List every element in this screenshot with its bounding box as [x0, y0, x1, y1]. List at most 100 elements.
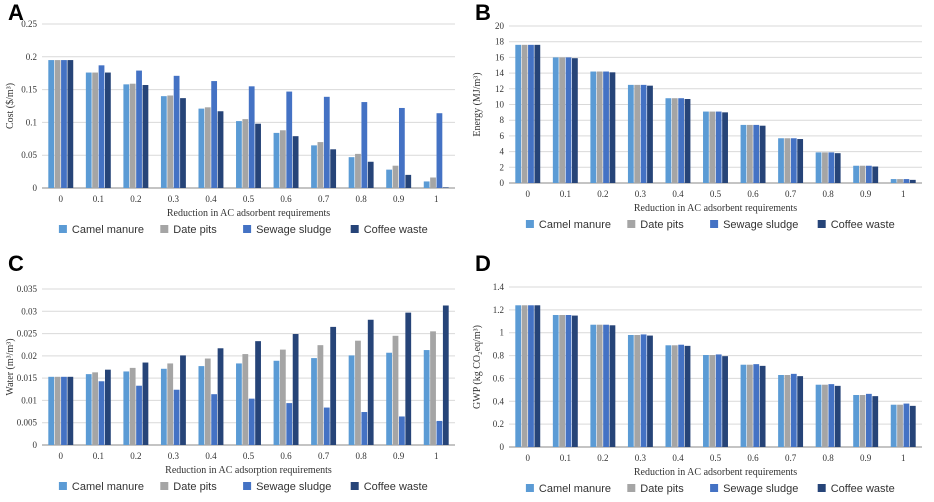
bar-coffee-waste	[834, 153, 841, 183]
bar-coffee-waste	[647, 85, 653, 183]
bar-date-pits	[634, 335, 641, 447]
bar-sewage-sludge	[753, 364, 760, 447]
bar-camel-manure	[273, 132, 280, 188]
bar-camel-manure	[85, 374, 92, 445]
bar-date-pits	[596, 71, 603, 183]
bar-camel-manure	[348, 355, 355, 445]
bar-camel-manure	[198, 108, 205, 188]
x-tick-label: 1	[434, 451, 439, 461]
bar-coffee-waste	[142, 362, 149, 445]
bar-camel-manure	[815, 384, 822, 447]
panel-label: D	[475, 251, 491, 276]
bar-sewage-sludge	[173, 75, 180, 188]
y-tick-label: 0	[33, 440, 38, 450]
water-chart: 0 0.005 0.01 0.015 0.02 0.025 0.03 0.035 Water (…	[5, 284, 455, 493]
bar-camel-manure	[778, 375, 784, 447]
y-axis-label: Water (m³/m³)	[5, 338, 16, 395]
x-tick-label: 0.3	[635, 189, 647, 199]
bar-sewage-sludge	[61, 376, 67, 445]
legend-label: Sewage sludge	[723, 219, 798, 231]
gwp-chart: 0 0.2 0.4 0.6 0.8 1 1.2 1.4 GWP (kg CO₂eq/m³) 0 0.…	[472, 282, 922, 495]
bar-date-pits	[317, 345, 324, 445]
bar-coffee-waste	[180, 98, 186, 188]
bar-camel-manure	[273, 360, 280, 445]
bar-date-pits	[671, 98, 678, 183]
x-tick-label: 0.5	[243, 194, 255, 204]
bar-sewage-sludge	[603, 71, 609, 183]
bar-camel-manure	[386, 352, 392, 445]
bar-coffee-waste	[330, 326, 337, 445]
bar-sewage-sludge	[136, 385, 142, 445]
y-tick-label: 4	[500, 147, 505, 157]
bar-sewage-sludge	[603, 324, 609, 447]
x-tick-label: 0.9	[860, 453, 872, 463]
x-tick-label: 0.4	[205, 194, 217, 204]
x-tick-label: 0	[526, 453, 531, 463]
bar-coffee-waste	[909, 405, 916, 447]
x-tick-label: 0.5	[243, 451, 255, 461]
bar-sewage-sludge	[398, 416, 405, 445]
x-tick-label: 1	[901, 453, 906, 463]
bar-date-pits	[521, 44, 528, 184]
y-tick-label: 0.2	[493, 419, 504, 429]
bar-sewage-sludge	[715, 111, 722, 183]
y-tick-label: 0.2	[26, 52, 37, 62]
bar-coffee-waste	[105, 72, 111, 188]
bar-sewage-sludge	[640, 334, 647, 447]
bar-date-pits	[746, 364, 753, 447]
bar-sewage-sludge	[248, 398, 255, 445]
x-tick-label: 0	[59, 451, 64, 461]
bar-coffee-waste	[105, 369, 111, 445]
x-tick-label: 0.6	[747, 453, 759, 463]
energy-chart: 0 2 4 6 8 10 12 14 16 18 20 Energy (MJ/m³) 0 0.1 0.2 0.…	[472, 21, 922, 231]
legend-swatch	[160, 482, 169, 490]
y-tick-label: 1.2	[493, 305, 504, 315]
bar-sewage-sludge	[98, 381, 105, 445]
bar-sewage-sludge	[248, 86, 255, 188]
bar-sewage-sludge	[903, 179, 910, 183]
legend-swatch	[160, 225, 169, 233]
bar-date-pits	[242, 354, 249, 445]
bar-camel-manure	[423, 350, 430, 445]
y-tick-label: 0.6	[493, 373, 505, 383]
legend-label: Camel manure	[72, 224, 144, 236]
bar-camel-manure	[890, 404, 897, 447]
bar-coffee-waste	[872, 396, 879, 447]
bar-coffee-waste	[367, 161, 374, 188]
bar-coffee-waste	[67, 376, 74, 445]
bar-date-pits	[129, 367, 136, 445]
bar-camel-manure	[311, 358, 317, 445]
bar-coffee-waste	[180, 355, 186, 445]
bar-camel-manure	[123, 84, 130, 188]
y-tick-label: 16	[495, 52, 505, 62]
cost-chart: 0 0.05 0.1 0.15 0.2 0.25 Cost ($/m³) 0 0.1 0.2 0.3…	[5, 19, 455, 236]
bar-sewage-sludge	[436, 420, 443, 445]
bar-date-pits	[430, 331, 436, 445]
bar-camel-manure	[123, 371, 130, 445]
bar-date-pits	[822, 152, 828, 183]
chart-panel-a: A 0 0.05 0.1 0.15 0.2 0.25 Cost ($/m³) 0 0.1 0.2 0…	[0, 0, 467, 251]
x-tick-label: 0.6	[747, 189, 759, 199]
bar-coffee-waste	[722, 356, 728, 447]
x-tick-label: 0.6	[280, 451, 292, 461]
y-tick-label: 0.8	[493, 351, 505, 361]
bar-camel-manure	[815, 152, 822, 183]
x-tick-label: 0.2	[597, 189, 608, 199]
x-tick-label: 0.1	[560, 453, 571, 463]
bar-sewage-sludge	[865, 165, 872, 183]
bar-date-pits	[709, 355, 716, 447]
bar-camel-manure	[160, 368, 167, 445]
bar-date-pits	[54, 376, 61, 445]
legend-swatch	[710, 484, 719, 492]
bar-date-pits	[559, 57, 566, 183]
bar-sewage-sludge	[98, 65, 105, 188]
x-tick-label: 0.2	[597, 453, 608, 463]
bar-date-pits	[859, 165, 866, 183]
bar-coffee-waste	[572, 315, 578, 447]
bar-coffee-waste	[217, 348, 224, 445]
bar-sewage-sludge	[790, 373, 797, 447]
legend-swatch	[627, 484, 636, 492]
bar-coffee-waste	[255, 341, 261, 445]
y-tick-label: 8	[500, 115, 505, 125]
bar-camel-manure	[890, 179, 897, 183]
